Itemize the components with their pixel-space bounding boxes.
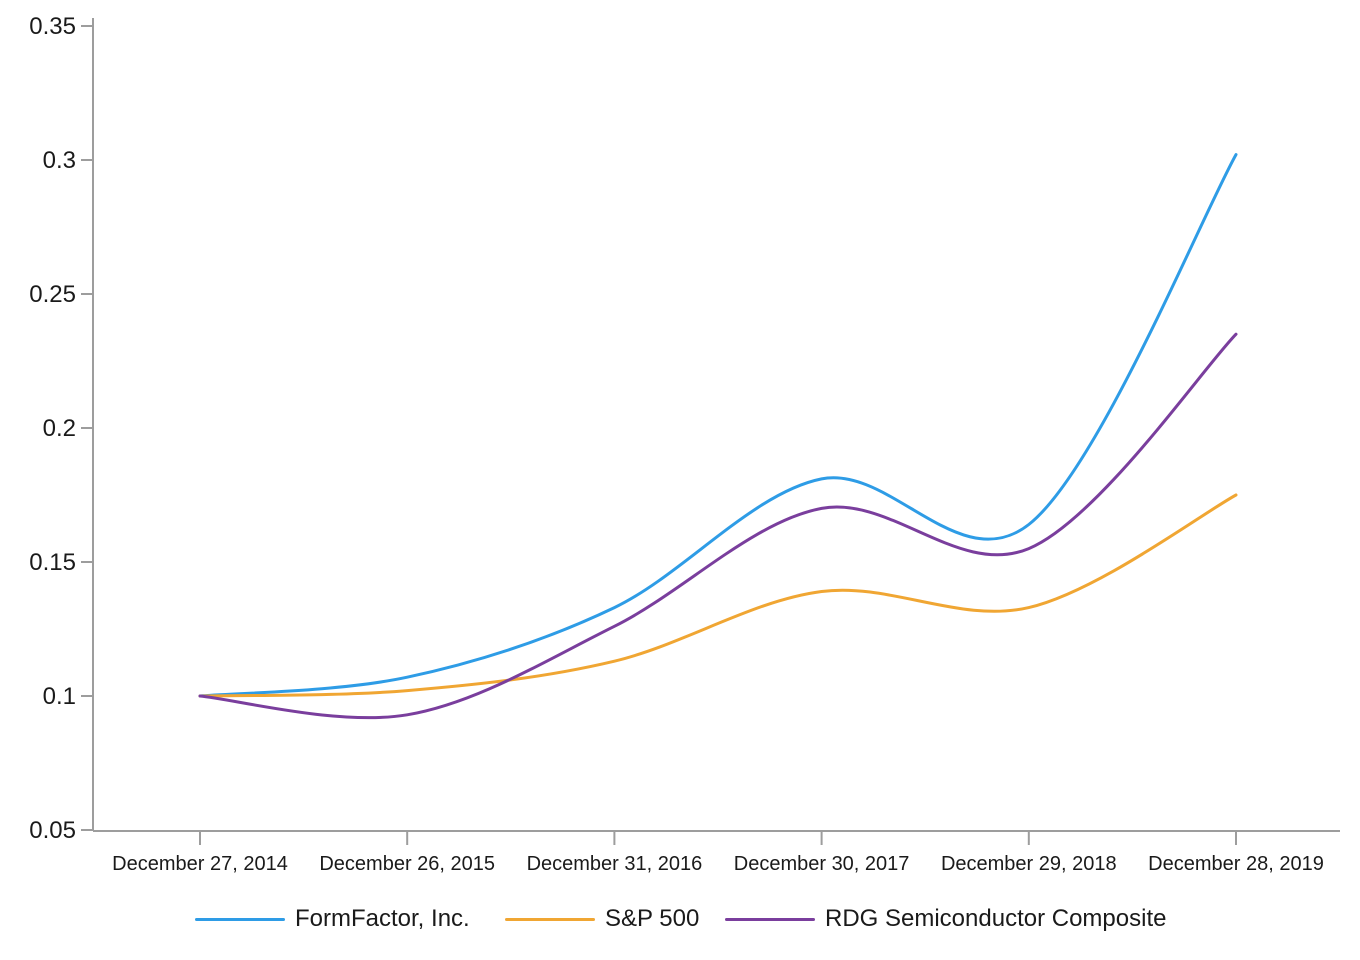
x-tick-label: December 31, 2016 [527,853,703,875]
y-tick-label: 0.1 [43,683,76,710]
y-tick-label: 0.05 [29,817,76,844]
legend-line-swatch [505,917,595,921]
y-tick-label: 0.35 [29,13,76,40]
x-tick-label: December 29, 2018 [941,853,1117,875]
series-line-s-p-500 [198,493,1238,698]
legend-line-swatch [195,917,285,921]
y-tick-label: 0.25 [29,281,76,308]
legend-label: FormFactor, Inc. [295,905,470,932]
y-tick-label: 0.2 [43,415,76,442]
y-tick-label: 0.15 [29,549,76,576]
x-tick-label: December 28, 2019 [1148,853,1324,875]
chart-legend: FormFactor, Inc. S&P 500 RDG Semiconductor… [0,903,1360,935]
legend-line-swatch [725,917,815,921]
y-tick-label: 0.3 [43,147,76,174]
x-tick-label: December 27, 2014 [112,853,288,875]
legend-label: S&P 500 [605,905,700,932]
series-line-formfactor-inc [198,153,1238,698]
x-tick-label: December 30, 2017 [734,853,910,875]
legend-item-formfactor-inc: FormFactor, Inc. [195,903,470,935]
legend-item-rdg-semiconductor-composite: RDG Semiconductor Composite [725,903,1166,935]
legend-item-s-p-500: S&P 500 [505,903,699,935]
legend-label: RDG Semiconductor Composite [825,905,1167,932]
x-tick-label: December 26, 2015 [319,853,495,875]
series-line-rdg-semiconductor-composite [198,332,1238,720]
